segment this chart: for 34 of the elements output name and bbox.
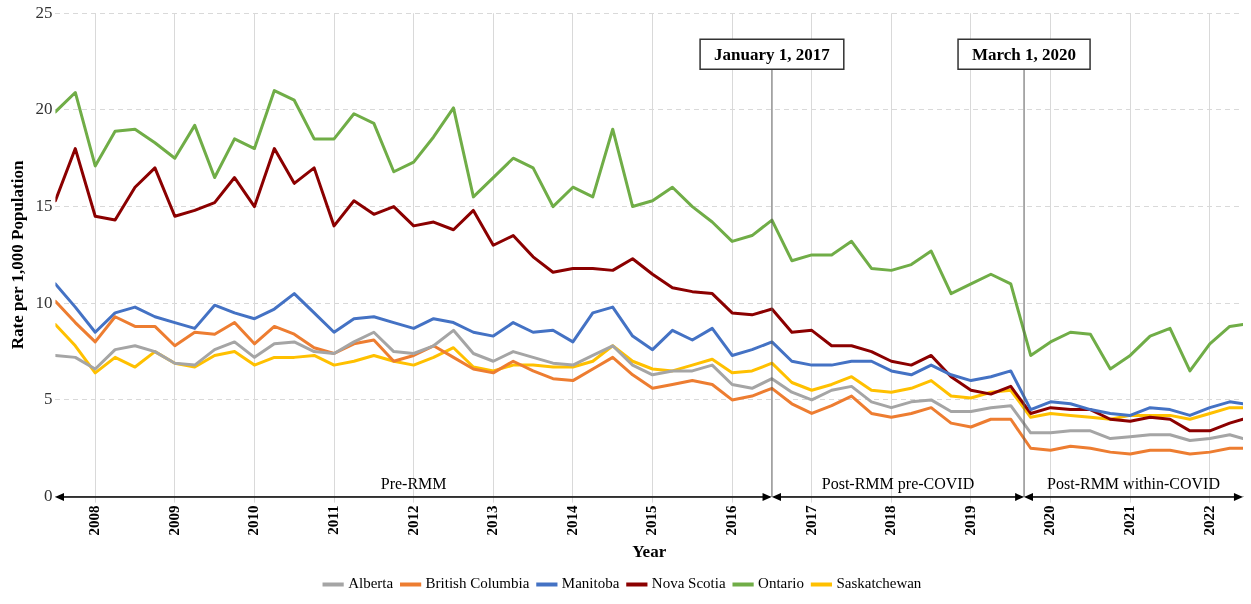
y-tick-label: 15 [35, 196, 53, 216]
y-tick-label: 20 [35, 99, 53, 119]
annotation: Post-RMM within-COVID [1047, 474, 1220, 492]
x-tick-label: 2014 [563, 505, 580, 536]
x-tick-label: 2010 [245, 505, 262, 536]
y-tick-label: 10 [35, 292, 53, 312]
x-tick-label: 2015 [643, 505, 660, 536]
x-tick-label: 2013 [484, 505, 501, 536]
x-axis-title: Year [632, 542, 667, 562]
y-tick-label: 0 [43, 486, 53, 506]
x-tick-label: 2022 [1200, 505, 1217, 536]
x-tick-label: 2019 [961, 505, 978, 536]
x-tick-label: 2008 [86, 505, 103, 536]
legend-label: British Columbia [425, 575, 530, 592]
x-tick-label: 2017 [802, 505, 819, 536]
annotation: Post-RMM pre-COVID [821, 474, 975, 493]
x-tick-label: 2021 [1121, 505, 1138, 536]
legend-label: Manitoba [561, 575, 620, 592]
legend-label: Ontario [758, 575, 804, 592]
x-tick-label: 2009 [165, 505, 182, 536]
x-tick-label: 2016 [723, 505, 740, 536]
legend-label: Saskatchewan [836, 575, 922, 592]
y-axis-title: Rate per 1,000 Population [7, 160, 27, 350]
legend-label: Nova Scotia [651, 575, 726, 592]
y-tick-label: 25 [35, 2, 53, 22]
legend-label: Alberta [348, 575, 394, 592]
annotation: Pre-RMM [380, 474, 447, 492]
ref-line-label: March 1, 2020 [972, 44, 1077, 64]
x-tick-label: 2018 [882, 505, 899, 536]
y-tick-label: 5 [43, 389, 53, 409]
ref-line-label: January 1, 2017 [714, 44, 831, 64]
x-tick-label: 2020 [1041, 505, 1058, 536]
x-tick-label: 2011 [324, 505, 341, 535]
x-tick-label: 2012 [404, 505, 421, 536]
